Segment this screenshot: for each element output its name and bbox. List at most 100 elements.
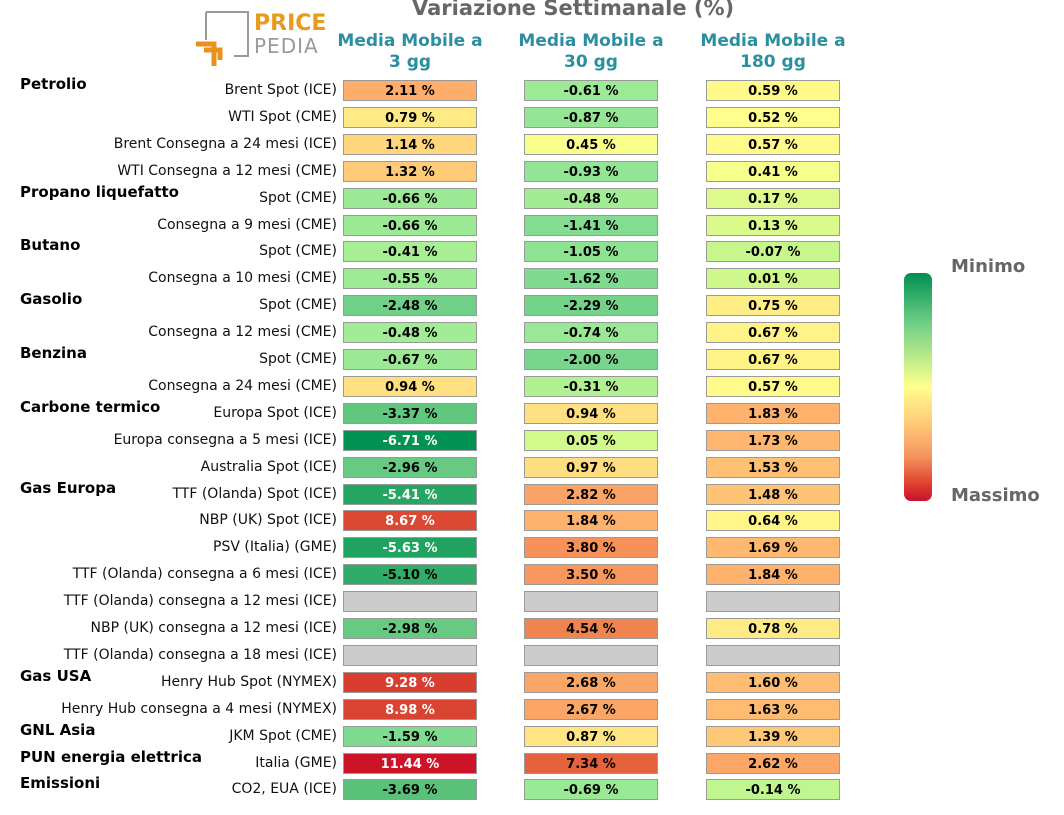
row-label: Australia Spot (ICE)	[200, 458, 337, 475]
heatmap-cell: 1.60 %	[706, 671, 840, 693]
heatmap-cell: 1.48 %	[706, 483, 840, 505]
heatmap-cell: 0.97 %	[524, 456, 658, 478]
row-label: Consegna a 24 mesi (CME)	[148, 377, 337, 394]
heatmap-cell: 8.98 %	[343, 698, 477, 720]
heatmap-cell	[706, 591, 840, 613]
group-label: Gas USA	[20, 666, 92, 685]
heatmap-cell: 0.17 %	[706, 187, 840, 209]
heatmap-cell: -5.41 %	[343, 483, 477, 505]
legend-min-label: Minimo	[951, 256, 1026, 277]
heatmap-cell: 0.67 %	[706, 349, 840, 370]
row-label: TTF (Olanda) consegna a 6 mesi (ICE)	[72, 566, 337, 583]
heatmap-cell: 0.78 %	[706, 618, 840, 639]
row-label: Consegna a 12 mesi (CME)	[148, 324, 337, 341]
heatmap-cell: -0.48 %	[343, 322, 477, 344]
heatmap-cell: 1.83 %	[706, 402, 840, 424]
heatmap-cell: 2.82 %	[524, 483, 658, 505]
row-label: Brent Spot (ICE)	[224, 82, 337, 98]
heatmap-cell: -1.59 %	[343, 725, 477, 747]
heatmap-cell: -1.62 %	[524, 268, 658, 290]
row-label: Europa Spot (ICE)	[213, 404, 337, 421]
heatmap-cell: -2.29 %	[524, 295, 658, 317]
heatmap-cell: 8.67 %	[343, 510, 477, 532]
legend-max-label: Massimo	[951, 485, 1040, 506]
row-label: TTF (Olanda) consegna a 18 mesi (ICE)	[63, 646, 337, 663]
heatmap-cell: -0.74 %	[524, 322, 658, 344]
group-label: Benzina	[20, 344, 87, 362]
row-label: NBP (UK) consegna a 12 mesi (ICE)	[90, 620, 337, 636]
heatmap-cell: 1.14 %	[343, 133, 477, 155]
heatmap-cell: 3.80 %	[524, 537, 658, 559]
group-label: Petrolio	[20, 75, 87, 93]
heatmap-cell: -0.14 %	[706, 779, 840, 801]
heatmap-cell: -1.05 %	[524, 241, 658, 263]
heatmap-cell: 11.44 %	[343, 752, 477, 774]
heatmap-cell: -2.98 %	[343, 618, 477, 639]
heatmap-cell: -0.93 %	[524, 160, 658, 182]
row-label: Henry Hub Spot (NYMEX)	[161, 673, 337, 690]
heatmap-cell: -5.63 %	[343, 537, 477, 559]
color-scale-legend	[904, 273, 932, 501]
column-header-line: Media Mobile a	[518, 31, 664, 51]
group-label: PUN energia elettrica	[20, 747, 202, 766]
logo-icon	[196, 11, 249, 66]
logo-text-pedia: PEDIA	[254, 34, 319, 58]
heatmap-cell: 1.53 %	[706, 456, 840, 478]
row-label: TTF (Olanda) Spot (ICE)	[172, 485, 337, 502]
row-label: Spot (CME)	[259, 297, 337, 314]
column-header-line: Media Mobile a	[700, 31, 846, 51]
heatmap-cell: -0.48 %	[524, 187, 658, 209]
heatmap-cell	[343, 644, 477, 666]
group-label: Emissioni	[20, 774, 101, 793]
heatmap-cell: 0.01 %	[706, 268, 840, 290]
heatmap-cell: -0.07 %	[706, 241, 840, 263]
heatmap-cell	[524, 591, 658, 613]
heatmap-cell: 0.57 %	[706, 133, 840, 155]
row-label: NBP (UK) Spot (ICE)	[199, 512, 337, 529]
heatmap-cell: -0.67 %	[343, 349, 477, 370]
heatmap-cell: -1.41 %	[524, 214, 658, 236]
heatmap-cell: -0.61 %	[524, 80, 658, 101]
column-header-line: 180 gg	[740, 52, 806, 72]
column-header-line: Media Mobile a	[337, 31, 483, 51]
heatmap-cell: 0.67 %	[706, 322, 840, 344]
heatmap-cell: 0.79 %	[343, 106, 477, 128]
group-label: Gas Europa	[20, 478, 117, 497]
heatmap-cell: 0.57 %	[706, 375, 840, 397]
row-label: Italia (GME)	[255, 754, 337, 771]
heatmap-cell: 0.13 %	[706, 214, 840, 236]
heatmap-cell: 1.84 %	[706, 564, 840, 586]
row-label: Consegna a 9 mesi (CME)	[157, 216, 337, 233]
heatmap-cell: -3.37 %	[343, 402, 477, 424]
heatmap-cell: -0.66 %	[343, 214, 477, 236]
row-label: Brent Consegna a 24 mesi (ICE)	[113, 135, 337, 152]
heatmap-cell: 4.54 %	[524, 618, 658, 639]
row-label: CO2, EUA (ICE)	[231, 781, 337, 798]
heatmap-cell	[524, 644, 658, 666]
row-label: Spot (CME)	[259, 351, 337, 367]
row-label: Europa consegna a 5 mesi (ICE)	[113, 431, 337, 448]
heatmap-cell: 1.73 %	[706, 429, 840, 451]
group-label: GNL Asia	[20, 720, 96, 739]
heatmap-cell: 0.75 %	[706, 295, 840, 317]
heatmap-cell: -2.00 %	[524, 349, 658, 370]
column-header-line: 3 gg	[388, 52, 432, 72]
row-label: JKM Spot (CME)	[229, 727, 337, 744]
column-header: Media Mobile a 180 gg	[683, 31, 863, 73]
heatmap-cell: 0.45 %	[524, 133, 658, 155]
heatmap-cell: 0.87 %	[524, 725, 658, 747]
heatmap-cell: 2.67 %	[524, 698, 658, 720]
heatmap-cell: 0.52 %	[706, 106, 840, 128]
heatmap-cell: 1.32 %	[343, 160, 477, 182]
heatmap-cell: 0.64 %	[706, 510, 840, 532]
heatmap-cell: 2.11 %	[343, 80, 477, 101]
row-label: Spot (CME)	[259, 243, 337, 260]
pricepedia-logo: PRICE PEDIA	[194, 10, 326, 68]
heatmap-cell: 2.68 %	[524, 671, 658, 693]
heatmap-cell: 2.62 %	[706, 752, 840, 774]
heatmap-cell: -0.55 %	[343, 268, 477, 290]
heatmap-cell: -5.10 %	[343, 564, 477, 586]
row-label: Spot (CME)	[259, 189, 337, 206]
column-header-line: 30 gg	[564, 52, 618, 72]
